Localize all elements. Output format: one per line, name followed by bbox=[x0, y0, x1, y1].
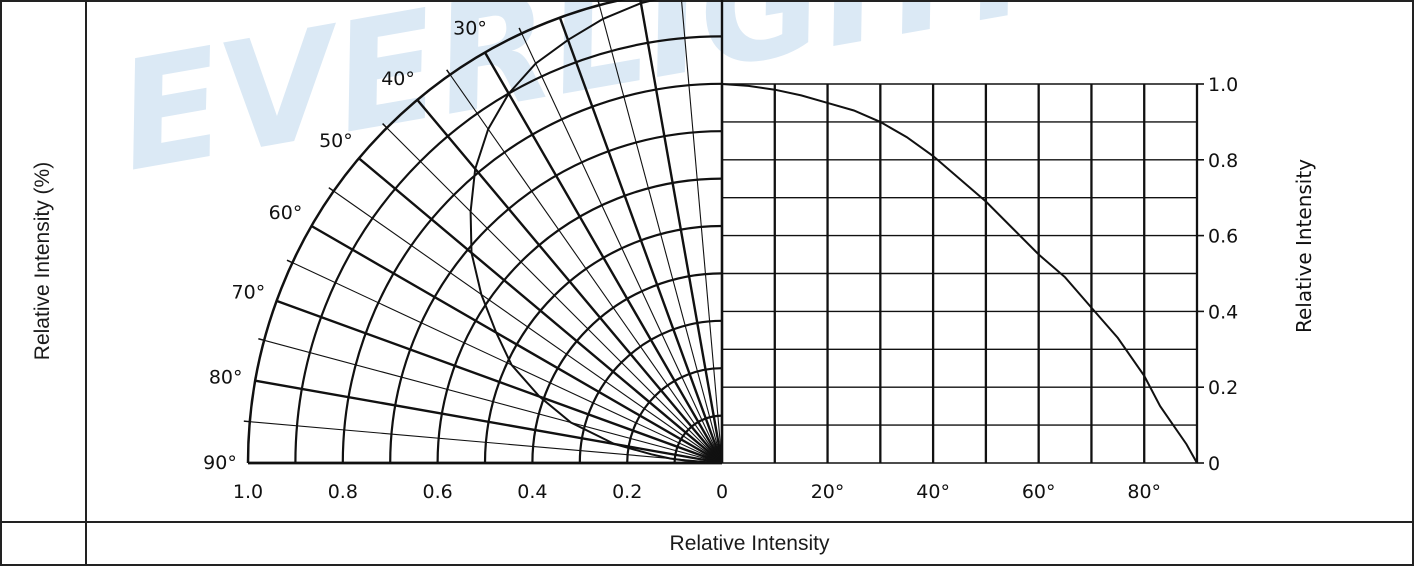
y-tick-label: 0.6 bbox=[1208, 226, 1238, 248]
polar-minor-spoke bbox=[264, 339, 723, 464]
y-tick-label: 1.0 bbox=[1208, 74, 1238, 96]
watermark: EVERLIGHT bbox=[106, 0, 1071, 205]
polar-angle-label: 80° bbox=[209, 366, 243, 388]
polar-angle-label: 70° bbox=[232, 282, 266, 304]
x-tick-label: 40° bbox=[916, 481, 950, 503]
polar-spoke bbox=[416, 99, 723, 464]
x-tick-label: 80° bbox=[1127, 481, 1161, 503]
radial-tick-label: 0.4 bbox=[517, 481, 547, 503]
radial-tick-label: 0 bbox=[716, 481, 728, 503]
series-layer bbox=[721, 83, 1198, 464]
polar-spoke bbox=[639, 0, 724, 464]
radial-tick-label: 0.8 bbox=[328, 481, 358, 503]
polar-spoke bbox=[276, 299, 723, 465]
polar-outer-tick bbox=[286, 259, 293, 264]
polar-outer-tick bbox=[382, 123, 388, 129]
x-tick-label: 20° bbox=[811, 481, 845, 503]
tick-labels: 0°10°20°30°40°50°60°70°80°90°1.00.80.60.… bbox=[203, 0, 1316, 503]
polar-angle-label: 40° bbox=[381, 68, 415, 90]
bottom-axis-label: Relative Intensity bbox=[669, 532, 830, 555]
polar-outer-tick bbox=[258, 338, 265, 342]
polar-outer-tick bbox=[518, 27, 523, 34]
polar-minor-spoke bbox=[249, 421, 723, 464]
polar-angle-label: 20° bbox=[533, 0, 567, 2]
cartesian-grid bbox=[720, 83, 1204, 464]
y-tick-label: 0.4 bbox=[1208, 301, 1238, 323]
polar-pattern-line bbox=[469, 0, 723, 464]
y-tick-label: 0.8 bbox=[1208, 150, 1238, 172]
polar-minor-spoke bbox=[292, 262, 723, 464]
polar-outer-tick bbox=[597, 0, 601, 6]
polar-minor-spoke bbox=[521, 33, 723, 464]
polar-angle-label: 60° bbox=[269, 202, 303, 224]
polar-outer-tick bbox=[328, 187, 335, 192]
radial-tick-label: 0.2 bbox=[612, 481, 642, 503]
polar-outer-tick bbox=[243, 420, 250, 423]
bottom-label-cell: Relative Intensity bbox=[86, 522, 1413, 566]
polar-minor-spoke bbox=[333, 190, 723, 464]
polar-outer-tick bbox=[446, 69, 451, 76]
radial-tick-label: 1.0 bbox=[233, 481, 263, 503]
polar-minor-spoke bbox=[680, 0, 723, 464]
polar-spoke bbox=[558, 17, 724, 464]
polar-spoke bbox=[310, 224, 723, 465]
polar-angle-label: 30° bbox=[453, 18, 487, 40]
watermark-logo: EVERLIGHT bbox=[106, 0, 1071, 205]
polar-spoke bbox=[358, 157, 723, 464]
polar-minor-spoke bbox=[386, 127, 723, 464]
radial-tick-label: 0.6 bbox=[422, 481, 452, 503]
y-tick-label: 0 bbox=[1208, 453, 1220, 475]
polar-minor-spoke bbox=[598, 5, 723, 464]
polar-spoke bbox=[483, 51, 724, 464]
polar-spoke bbox=[254, 379, 723, 465]
polar-angle-label: 50° bbox=[319, 130, 353, 152]
y-tick-label: 0.2 bbox=[1208, 377, 1238, 399]
left-header-label: Relative Intensity (%) bbox=[31, 161, 54, 361]
x-tick-label: 60° bbox=[1022, 481, 1056, 503]
y-axis-label: Relative Intensity bbox=[1292, 159, 1316, 333]
polar-angle-label: 90° bbox=[203, 452, 237, 474]
polar-minor-spoke bbox=[449, 74, 723, 464]
series-line bbox=[721, 83, 1198, 464]
left-header-cell: Relative Intensity (%) bbox=[0, 0, 86, 522]
